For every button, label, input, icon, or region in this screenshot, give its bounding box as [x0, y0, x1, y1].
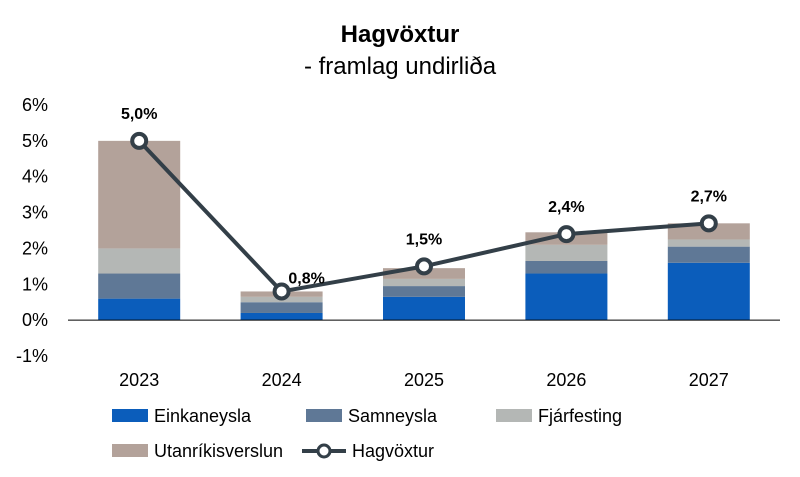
x-tick-label: 2024 — [262, 370, 302, 390]
bar-einkaneysla-2023 — [98, 298, 181, 321]
data-label-2025: 1,5% — [406, 231, 442, 248]
bar-fjárfesting-2023 — [98, 248, 181, 274]
chart-subtitle: - framlag undirliða — [304, 53, 497, 80]
bar-samneysla-2024 — [240, 302, 323, 313]
bar-fjárfesting-2027 — [667, 239, 750, 247]
legend-label-utanríkisverslun: Utanríkisverslun — [154, 441, 283, 461]
chart-title: Hagvöxtur — [341, 21, 460, 48]
y-tick-label: 4% — [22, 167, 48, 187]
y-tick-label: 6% — [22, 95, 48, 115]
hagvoxtur-point-2026 — [557, 225, 576, 244]
x-tick-label: 2026 — [546, 370, 586, 390]
y-tick-label: -1% — [16, 346, 48, 366]
y-tick-label: 1% — [22, 274, 48, 294]
hagvoxtur-point-2025 — [415, 257, 433, 276]
bar-einkaneysla-2025 — [383, 296, 465, 321]
legend-swatch-samneysla — [306, 409, 342, 422]
bar-utanríkisverslun-2023 — [98, 140, 181, 249]
y-tick-label: 2% — [22, 238, 48, 258]
bar-samneysla-2027 — [667, 246, 750, 263]
y-tick-label: 0% — [22, 310, 48, 330]
bar-fjárfesting-2026 — [525, 244, 608, 261]
bar-samneysla-2025 — [383, 286, 465, 297]
legend-label-fjárfesting: Fjárfesting — [538, 406, 622, 426]
bar-samneysla-2026 — [525, 260, 608, 274]
x-tick-label: 2027 — [689, 370, 729, 390]
data-label-2024: 0,8% — [288, 270, 324, 287]
legend-swatch-einkaneysla — [112, 409, 148, 422]
x-axis: 2023 2024 2025 2026 2027 — [119, 370, 729, 390]
legend-swatch-fjárfesting — [496, 409, 532, 422]
y-tick-label: 5% — [22, 131, 48, 151]
legend-label-hagvöxtur: Hagvöxtur — [352, 441, 434, 461]
legend-marker-hagvöxtur — [316, 443, 332, 459]
hagvoxtur-point-2024 — [272, 282, 291, 301]
hagvoxtur-line-series — [130, 131, 718, 301]
data-label-2026: 2,4% — [548, 199, 584, 216]
hagvoxtur-point-2027 — [699, 214, 718, 233]
data-label-2027: 2,7% — [691, 188, 727, 205]
y-axis: -1% 0% 1% 2% 3% 4% 5% 6% — [16, 95, 48, 366]
legend: Einkaneysla Samneysla Fjárfesting Utanríkis… — [112, 406, 622, 461]
bar-einkaneysla-2026 — [525, 273, 608, 321]
legend-label-einkaneysla: Einkaneysla — [154, 406, 252, 426]
y-tick-label: 3% — [22, 203, 48, 223]
bars — [98, 140, 750, 321]
bar-fjárfesting-2025 — [383, 278, 465, 287]
hagvoxtur-point-2023 — [130, 131, 149, 150]
legend-label-samneysla: Samneysla — [348, 406, 438, 426]
x-tick-label: 2023 — [119, 370, 159, 390]
bar-samneysla-2023 — [98, 273, 181, 299]
x-tick-label: 2025 — [404, 370, 444, 390]
legend-swatch-utanríkisverslun — [112, 444, 148, 457]
data-labels: 5,0% 0,8% 1,5% 2,4% 2,7% — [121, 106, 727, 288]
bar-einkaneysla-2024 — [240, 312, 323, 321]
bar-einkaneysla-2027 — [667, 262, 750, 321]
data-label-2023: 5,0% — [121, 106, 157, 123]
